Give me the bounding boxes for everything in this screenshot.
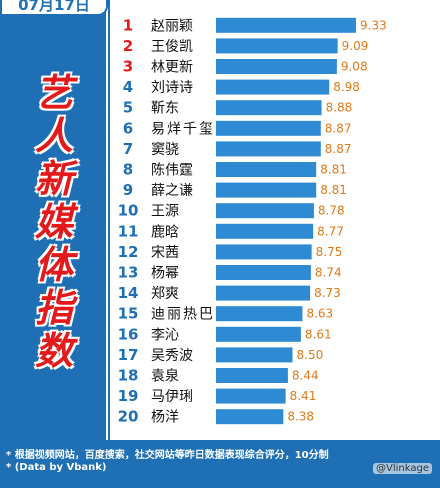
rank-label: 18 [118, 367, 139, 385]
artist-name: 鹿晗 [151, 223, 179, 240]
title-char: 媒 [34, 200, 73, 244]
score-bar [216, 285, 311, 301]
score-value-label: 8.98 [333, 80, 360, 94]
score-value-label: 8.44 [292, 369, 319, 383]
rank-label: 15 [118, 305, 139, 323]
score-value-label: 8.81 [320, 183, 347, 197]
title-char: 数 [34, 329, 73, 373]
score-bar [216, 306, 303, 322]
score-value-label: 9.33 [360, 18, 387, 32]
score-bar [216, 59, 337, 74]
rank-label: 6 [123, 119, 133, 137]
score-bar [216, 368, 288, 383]
rank-label: 2 [123, 37, 133, 55]
title-char: 指 [34, 286, 73, 330]
score-bar [216, 79, 330, 95]
title-char: 新 [34, 157, 73, 201]
left-title-panel: 07月17日 艺 人 新 媒 体 指 数 [0, 0, 108, 440]
artist-name: 王俊凯 [151, 39, 193, 55]
rank-label: 7 [123, 140, 133, 158]
score-bar [216, 162, 317, 177]
weibo-watermark: @Vlinkage [373, 463, 432, 474]
score-bar [216, 326, 301, 342]
score-value-label: 8.87 [325, 121, 352, 135]
score-bar [216, 265, 311, 280]
artist-name: 吴秀波 [151, 348, 193, 364]
rank-label: 8 [123, 161, 133, 179]
score-bar [216, 38, 338, 54]
artist-name: 窦骁 [151, 142, 179, 158]
artist-name: 林更新 [151, 60, 193, 76]
rank-label: 4 [123, 78, 133, 96]
score-bar [216, 388, 286, 404]
score-value-label: 8.38 [287, 410, 314, 424]
score-bar [216, 223, 314, 239]
rank-label: 14 [118, 284, 139, 302]
artist-name: 靳东 [151, 101, 179, 117]
artist-name: 马伊琍 [151, 389, 193, 405]
artist-name: 陈伟霆 [151, 162, 193, 179]
score-value-label: 8.73 [314, 286, 341, 300]
artist-name: 刘诗诗 [151, 80, 193, 96]
score-value-label: 8.87 [325, 142, 352, 156]
score-value-label: 8.41 [290, 389, 317, 403]
artist-name: 李沁 [151, 327, 179, 343]
score-bar [216, 244, 312, 260]
artist-name: 杨洋 [151, 410, 179, 426]
rank-label: 3 [123, 58, 133, 76]
artist-name: 宋茜 [151, 245, 179, 261]
score-value-label: 8.78 [318, 204, 345, 218]
ranking-bar-chart: 1 赵丽颖 9.33 2 王俊凯 9.09 3 林更新 9.08 4 刘诗诗 8.98 5 靳东 8.88 6… [108, 0, 387, 440]
rank-label: 1 [123, 16, 133, 34]
artist-name: 薛之谦 [151, 183, 193, 199]
score-value-label: 8.81 [320, 163, 347, 177]
rank-label: 16 [118, 325, 139, 343]
score-bar [216, 17, 356, 33]
rank-label: 11 [118, 222, 139, 240]
score-bar [216, 100, 322, 116]
vertical-title: 艺 人 新 媒 体 指 数 [28, 72, 80, 373]
rank-label: 13 [118, 264, 139, 282]
title-char: 艺 [34, 71, 73, 115]
artist-name: 王源 [151, 204, 179, 220]
score-value-label: 8.88 [326, 101, 353, 115]
title-char: 人 [34, 114, 73, 158]
score-bar [216, 182, 317, 198]
footer: * 根据视频网站，百度搜索，社交网站等昨日数据表现综合评分，10分制 * (Da… [0, 440, 440, 488]
artist-name: 易烊千玺 [151, 121, 213, 137]
artist-name: 郑爽 [151, 286, 179, 302]
score-bar [216, 141, 321, 157]
date-label: 07月17日 [0, 0, 108, 16]
rank-label: 17 [118, 346, 139, 364]
rank-label: 10 [118, 202, 139, 220]
artist-name: 杨幂 [151, 266, 179, 282]
score-value-label: 8.63 [306, 307, 333, 321]
rank-label: 9 [123, 181, 133, 199]
footer-note: * 根据视频网站，百度搜索，社交网站等昨日数据表现综合评分，10分制 [6, 450, 329, 461]
score-bar [216, 347, 293, 363]
score-bar [216, 203, 314, 219]
rank-label: 20 [118, 408, 139, 426]
rank-label: 19 [118, 387, 139, 405]
score-value-label: 8.77 [317, 224, 344, 238]
footer-source: * (Data by Vbank) [6, 462, 107, 473]
artist-name: 迪丽热巴 [151, 307, 213, 323]
score-bar [216, 409, 284, 425]
score-value-label: 9.09 [342, 39, 369, 53]
rank-label: 5 [123, 99, 133, 117]
score-value-label: 8.75 [316, 245, 343, 259]
score-value-label: 8.61 [305, 327, 332, 341]
score-value-label: 8.74 [315, 266, 342, 280]
artist-name: 袁泉 [151, 368, 179, 385]
rank-label: 12 [118, 243, 139, 261]
title-char: 体 [34, 243, 73, 287]
score-bar [216, 120, 321, 136]
score-value-label: 8.50 [297, 348, 324, 362]
artist-name: 赵丽颖 [151, 18, 193, 34]
score-value-label: 9.08 [341, 60, 368, 74]
